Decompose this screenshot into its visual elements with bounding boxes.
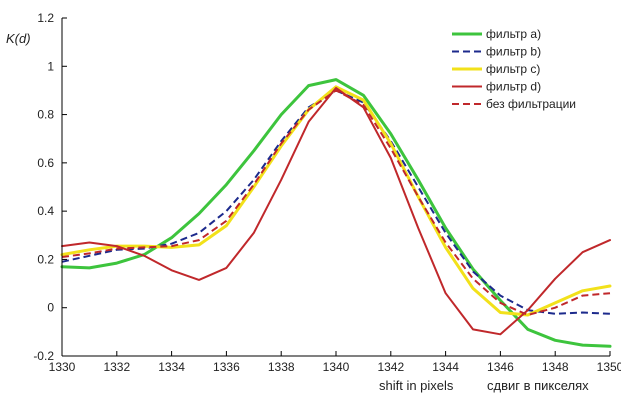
plot-lines [60, 78, 612, 348]
x-tick-label: 1342 [377, 360, 404, 374]
x-axis-label: shift in pixels [379, 378, 454, 393]
series-line [61, 89, 611, 315]
series-line [60, 85, 612, 317]
y-tick-label: -0.2 [33, 349, 54, 363]
legend-label: без фильтрации [486, 97, 576, 111]
legend-label: фильтр a) [486, 27, 541, 41]
legend-label: фильтр b) [486, 45, 541, 59]
y-axis-label: K(d) [6, 31, 31, 46]
legend-label: фильтр c) [486, 62, 540, 76]
y-tick-label: 1 [47, 59, 54, 73]
x-tick-label: 1346 [487, 360, 514, 374]
y-tick-label: 0.2 [37, 252, 54, 266]
axes: 1330 1332 1334 1336 1338 1340 1342 1344 1346 1348… [33, 11, 621, 374]
y-tick-label: 0.8 [37, 108, 54, 122]
legend: фильтр a) фильтр b) фильтр c) фильтр d) без … [452, 27, 576, 111]
x-tick-label: 1332 [103, 360, 130, 374]
y-tick-label: 0.4 [37, 204, 54, 218]
x-tick-label: 1348 [542, 360, 569, 374]
x-tick-label: 1334 [158, 360, 185, 374]
x-tick-label: 1340 [323, 360, 350, 374]
series-line [61, 89, 611, 316]
y-tick-label: 0.6 [37, 156, 54, 170]
x-tick-label: 1338 [268, 360, 295, 374]
series-line [60, 78, 612, 348]
x-tick-label: 1330 [49, 360, 76, 374]
y-tick-label: 0 [47, 301, 54, 315]
x-tick-label: 1336 [213, 360, 240, 374]
x-axis-label-secondary: сдвиг в пикселях [487, 378, 589, 393]
x-tick-label: 1350 [597, 360, 621, 374]
legend-label: фильтр d) [486, 80, 541, 94]
series-line [61, 87, 611, 336]
x-tick-label: 1344 [432, 360, 459, 374]
y-tick-label: 1.2 [37, 11, 54, 25]
